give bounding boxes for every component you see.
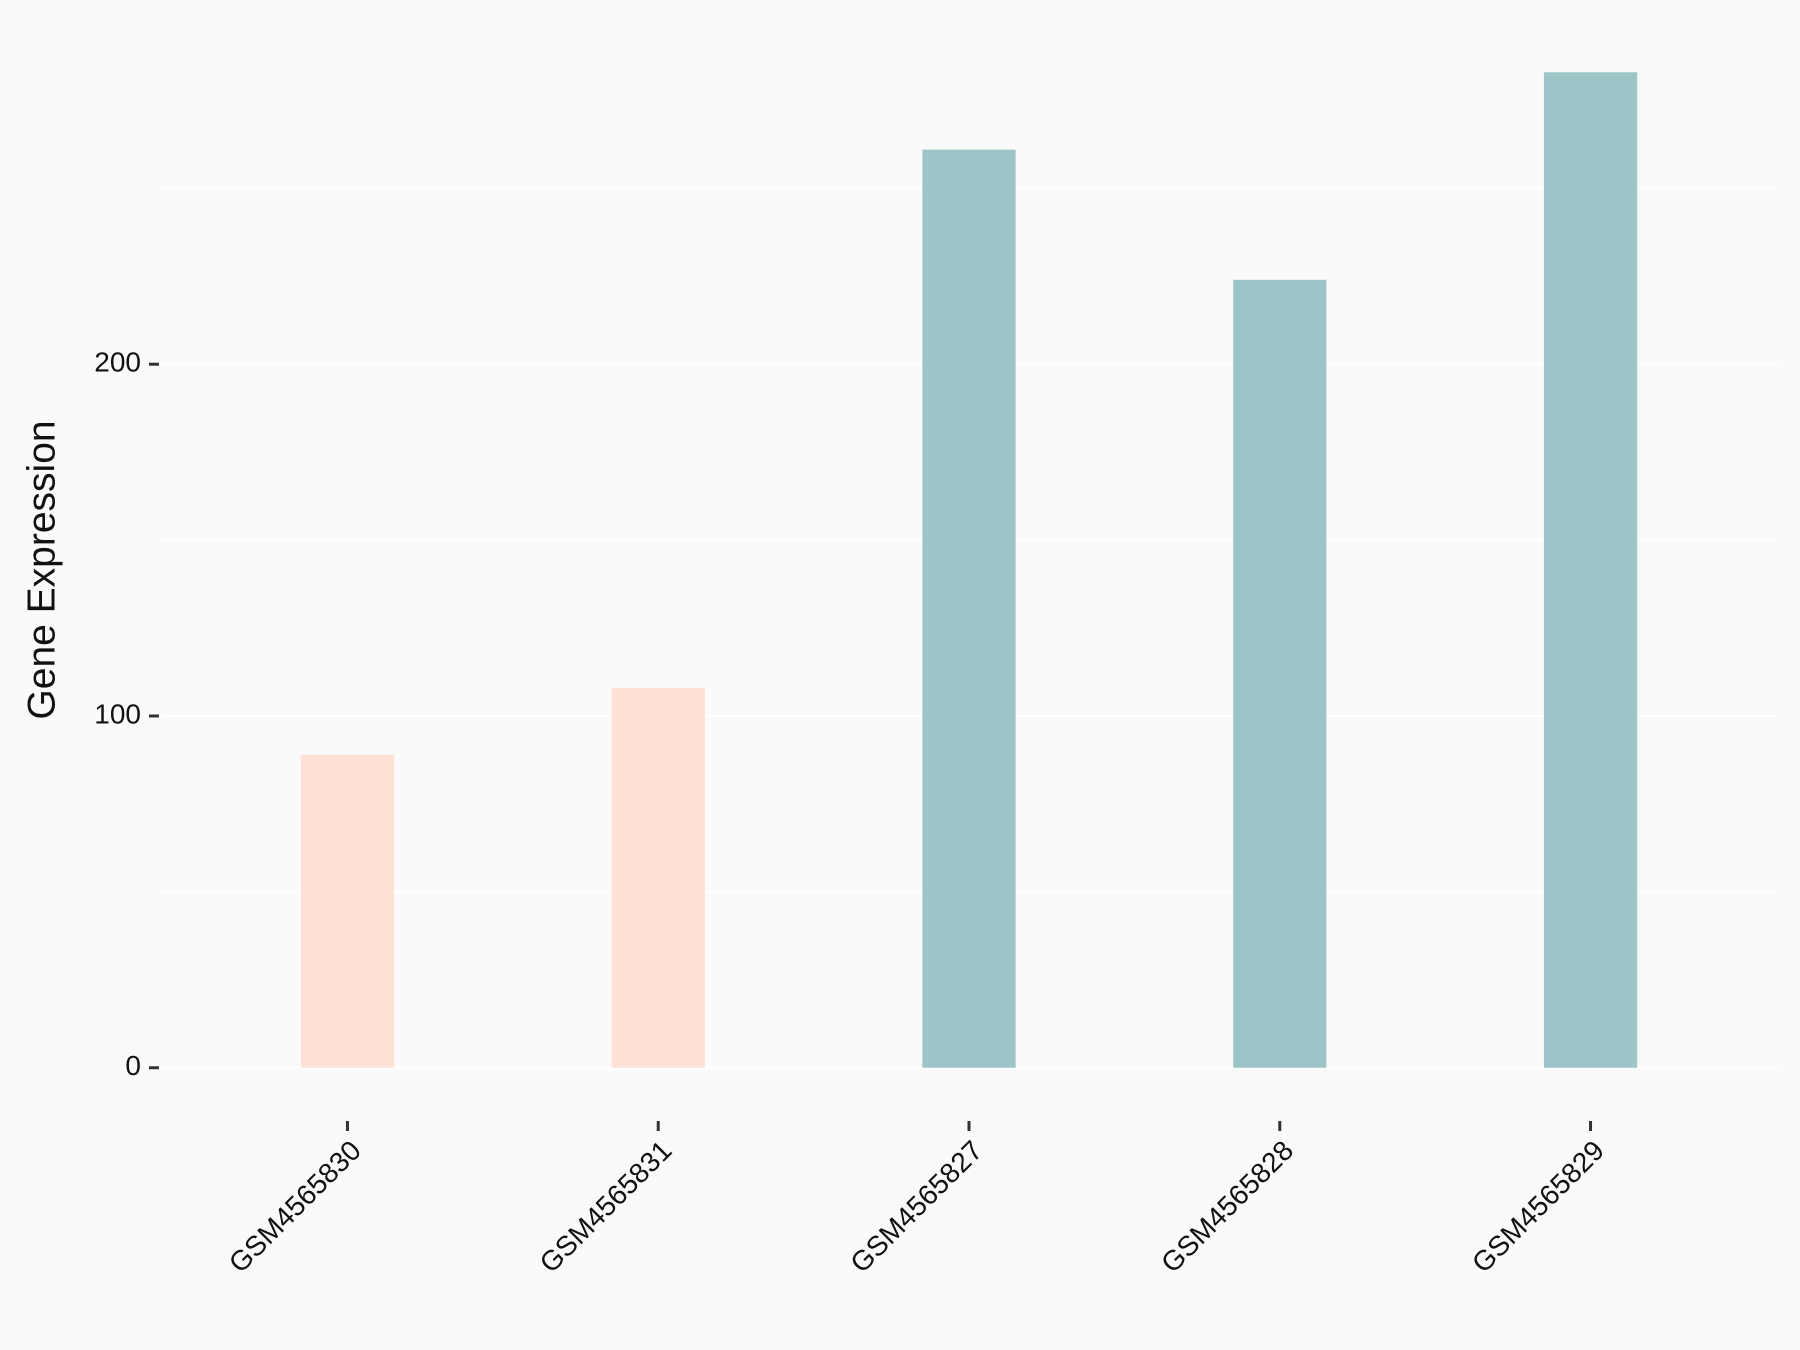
y-axis-title: Gene Expression xyxy=(20,420,63,719)
bar xyxy=(1543,72,1638,1068)
y-tick-label: 200 xyxy=(94,347,141,378)
bar xyxy=(611,687,705,1068)
bar xyxy=(300,754,395,1068)
bar xyxy=(1233,279,1327,1068)
y-tick-label: 0 xyxy=(125,1050,141,1081)
y-tick-label: 100 xyxy=(94,698,141,729)
bar xyxy=(922,149,1016,1068)
